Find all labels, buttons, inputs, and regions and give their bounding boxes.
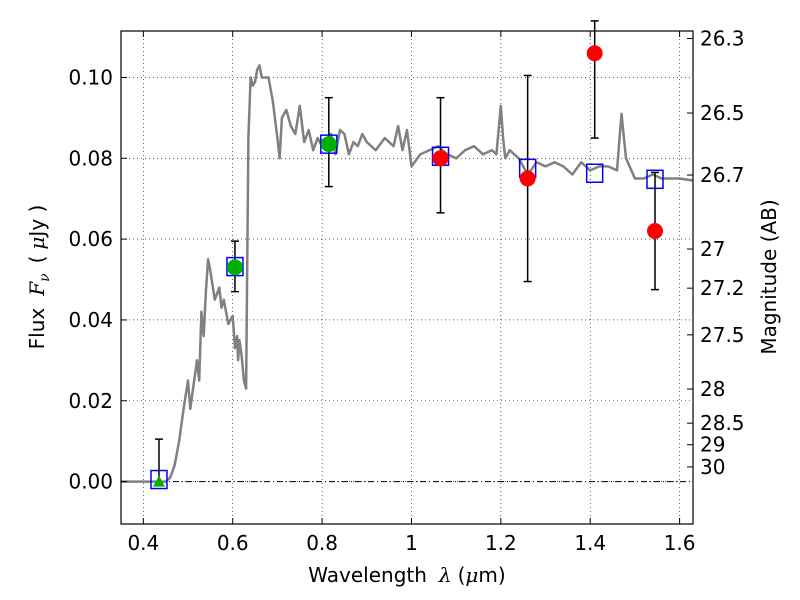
observed-point <box>647 223 664 240</box>
model-point-square <box>150 469 168 490</box>
x-axis-label: Wavelength λ (μm) <box>308 563 505 587</box>
x-axis-label-unit-open: ( <box>458 563 466 587</box>
x-axis-label-symbol: λ <box>438 563 452 587</box>
x-axis-label-text: Wavelength <box>308 563 427 587</box>
model-point-square <box>646 169 664 190</box>
magnitude-tick-label: 29 <box>700 433 725 457</box>
x-axis-ticks: 0.4 0.6 0.8 1 1.2 1.4 1.6 <box>127 31 696 555</box>
magnitude-tick-label: 27.2 <box>700 276 745 300</box>
x-tick-label: 1.4 <box>574 531 606 555</box>
magnitude-tick-label: 26.3 <box>700 26 745 50</box>
y-axis-label-symbol: F <box>25 281 49 297</box>
y-axis-ticks: 0.00 0.02 0.04 0.06 0.08 0.10 <box>68 65 127 494</box>
x-tick-label: 1.2 <box>485 531 517 555</box>
y-tick-label: 0.10 <box>68 65 113 89</box>
y-axis-label-unit-mu: μ <box>25 237 49 250</box>
model-point-square <box>226 256 244 277</box>
x-tick-label: 1 <box>405 531 418 555</box>
magnitude-tick-label: 26.5 <box>700 101 745 125</box>
grid <box>121 31 693 524</box>
y-tick-label: 0.04 <box>68 308 113 332</box>
x-tick-label: 0.4 <box>127 531 159 555</box>
magnitude-tick-label: 30 <box>700 455 725 479</box>
magnitude-tick-label: 27.5 <box>700 323 745 347</box>
observed-point <box>432 150 449 167</box>
y-axis-label-unit-open: ( <box>25 256 49 264</box>
observed-point <box>320 136 337 153</box>
magnitude-tick-label: 27 <box>700 237 725 261</box>
model-point-square <box>585 163 604 183</box>
y-tick-label: 0.08 <box>68 146 113 170</box>
y-axis-label-unit-rest: Jy ) <box>25 205 49 239</box>
observed-point <box>519 170 536 187</box>
x-tick-label: 0.6 <box>217 531 249 555</box>
y2-axis-label: Magnitude (AB) <box>757 199 781 354</box>
x-tick-label: 0.8 <box>306 531 338 555</box>
magnitude-tick-label: 28 <box>700 377 725 401</box>
observed-point-upper-limit <box>152 475 165 487</box>
x-axis-label-unit-mu: μ <box>465 563 478 587</box>
plot-frame <box>120 30 694 525</box>
y-axis-label-sub: ν <box>37 273 53 282</box>
magnitude-tick-label: 28.5 <box>700 411 745 435</box>
observed-photometry-markers <box>152 45 664 487</box>
y-tick-label: 0.00 <box>68 470 113 494</box>
observed-point <box>586 45 603 62</box>
magnitude-tick-label: 26.7 <box>700 163 745 187</box>
y-axis-label: Flux Fν ( μJy ) <box>25 205 53 350</box>
y-axis-label-text: Flux <box>25 308 49 350</box>
x-tick-label: 1.6 <box>664 531 696 555</box>
plot-background <box>121 31 693 524</box>
x-axis-label-unit-rest: m) <box>478 563 505 587</box>
y-tick-label: 0.06 <box>68 227 113 251</box>
y-tick-label: 0.02 <box>68 389 113 413</box>
observed-point <box>226 259 243 276</box>
